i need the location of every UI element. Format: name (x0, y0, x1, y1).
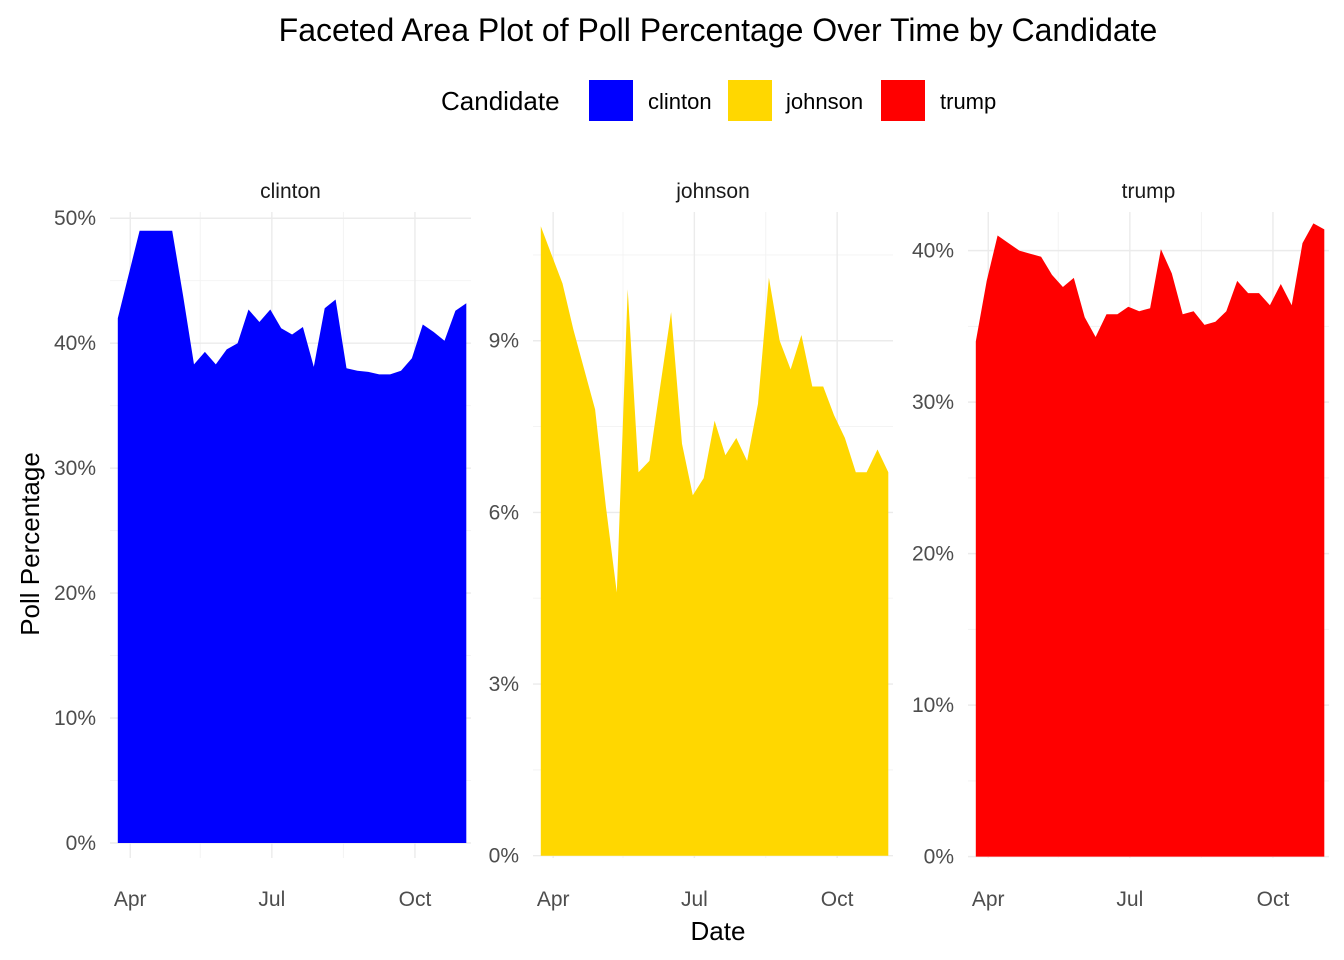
y-tick-label: 50% (54, 207, 96, 230)
area-clinton (117, 230, 467, 843)
facet-trump: trump 0% 10% 20% 30% 40% Apr Jul Oct (912, 180, 1329, 911)
legend: Candidate clinton johnson trump (441, 80, 996, 121)
area-johnson (540, 226, 889, 856)
x-tick-label: Jul (681, 888, 708, 911)
y-tick-label: 0% (924, 846, 954, 869)
area-trump (975, 223, 1325, 857)
facet-strip-label: trump (1122, 180, 1176, 203)
y-tick-label: 0% (489, 845, 519, 868)
chart-title: Faceted Area Plot of Poll Percentage Ove… (279, 12, 1158, 48)
y-tick-label: 3% (489, 673, 519, 696)
y-tick-label: 20% (54, 582, 96, 605)
legend-title: Candidate (441, 86, 560, 116)
x-tick-label: Apr (114, 888, 147, 911)
x-tick-label: Apr (972, 888, 1005, 911)
y-tick-label: 10% (54, 707, 96, 730)
facet-strip-label: clinton (260, 180, 321, 203)
y-tick-label: 30% (912, 391, 954, 414)
y-tick-label: 40% (54, 332, 96, 355)
x-tick-label: Oct (821, 888, 854, 911)
facet-clinton: clinton 0% 10% 20% 30% 40% 50% Apr Jul Oct (54, 180, 471, 911)
facet-strip-label: johnson (675, 180, 750, 203)
legend-label-trump: trump (940, 89, 996, 114)
legend-key-trump (881, 80, 925, 121)
x-tick-label: Jul (1116, 888, 1143, 911)
y-tick-label: 0% (66, 832, 96, 855)
y-tick-label: 9% (489, 330, 519, 353)
x-tick-label: Oct (399, 888, 432, 911)
x-tick-label: Jul (258, 888, 285, 911)
facet-johnson: johnson 0% 3% 6% 9% Apr Jul Oct (489, 180, 893, 911)
legend-key-johnson (728, 80, 772, 121)
x-tick-label: Apr (537, 888, 570, 911)
y-tick-label: 30% (54, 457, 96, 480)
y-tick-label: 10% (912, 694, 954, 717)
y-tick-label: 20% (912, 543, 954, 566)
legend-key-clinton (589, 80, 633, 121)
legend-label-clinton: clinton (648, 89, 712, 114)
y-tick-label: 6% (489, 501, 519, 524)
y-axis-title: Poll Percentage (15, 452, 45, 636)
legend-label-johnson: johnson (785, 89, 863, 114)
x-axis-title: Date (691, 916, 746, 946)
y-tick-label: 40% (912, 240, 954, 263)
x-tick-label: Oct (1257, 888, 1290, 911)
